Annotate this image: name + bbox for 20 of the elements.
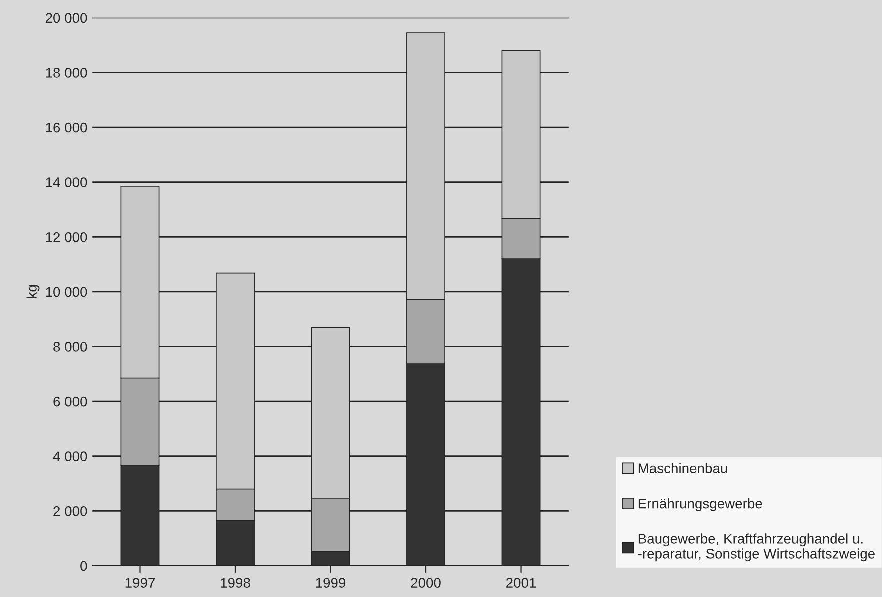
y-tick-label: 4 000	[53, 452, 88, 462]
legend-label: Ernährungsgewerbe	[638, 498, 762, 512]
y-axis-title: kg	[26, 285, 40, 298]
y-tick-label: 10 000	[46, 287, 88, 298]
y-tick-label: 20 000	[46, 13, 88, 24]
y-tick-label: 6 000	[54, 396, 88, 407]
y-tick-label: 16 000	[46, 122, 88, 133]
legend-label: Maschinenbau	[638, 463, 728, 474]
y-tick-label: 0	[80, 561, 88, 572]
x-tick-label: 1999	[316, 578, 346, 588]
y-tick-label: 18 000	[46, 68, 88, 78]
y-tick-label: 12 000	[46, 232, 88, 242]
x-tick-label: 2001	[506, 578, 536, 588]
x-tick-label: 1998	[221, 578, 250, 588]
x-tick-label: 2000	[411, 578, 441, 588]
legend-label: Baugewerbe, Kraftfahrzeughandel u. -reparatur, Sonstige Wirtschaftszweige	[638, 534, 875, 562]
y-tick-label: 14 000	[46, 178, 88, 188]
y-tick-label: 8 000	[54, 342, 88, 352]
y-tick-label: 2 000	[54, 506, 88, 516]
x-tick-label: 1997	[126, 578, 155, 588]
